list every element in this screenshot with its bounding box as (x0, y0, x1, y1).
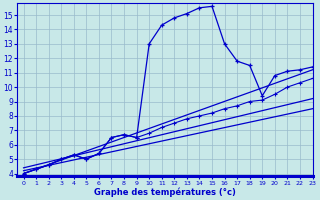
X-axis label: Graphe des températures (°c): Graphe des températures (°c) (94, 187, 236, 197)
